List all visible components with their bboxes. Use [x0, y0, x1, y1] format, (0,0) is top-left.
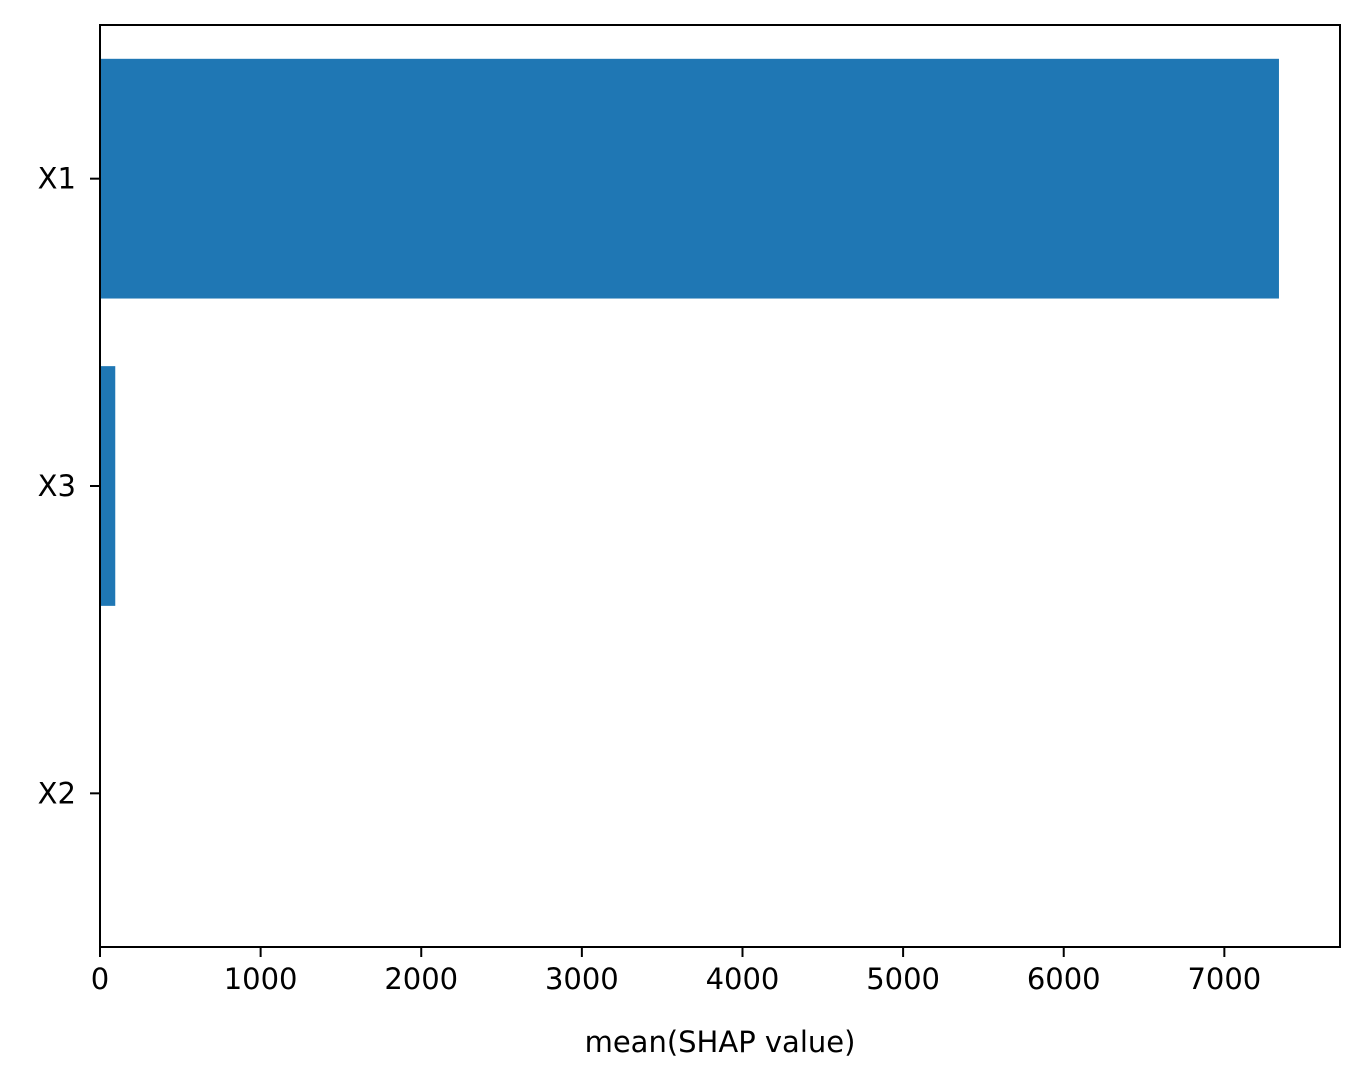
x-axis-ticks: 0 1000 2000 3000 4000 5000 6000 7000 [91, 947, 1261, 996]
x-tick-label: 7000 [1187, 962, 1261, 996]
y-axis-ticks: X1 X3 X2 [38, 162, 100, 810]
bar-x1 [100, 58, 1279, 299]
y-tick-label: X3 [38, 469, 76, 503]
x-tick-label: 3000 [545, 962, 619, 996]
bar-x3 [100, 366, 116, 606]
x-tick-label: 5000 [866, 962, 940, 996]
bars [100, 58, 1279, 606]
y-tick-label: X2 [38, 776, 76, 810]
y-tick-label: X1 [38, 162, 76, 196]
x-axis-label: mean(SHAP value) [585, 1025, 856, 1059]
x-tick-label: 4000 [706, 962, 780, 996]
x-tick-label: 0 [91, 962, 109, 996]
x-tick-label: 6000 [1027, 962, 1101, 996]
x-tick-label: 1000 [224, 962, 298, 996]
plot-frame [99, 24, 1341, 948]
x-tick-label: 2000 [384, 962, 458, 996]
